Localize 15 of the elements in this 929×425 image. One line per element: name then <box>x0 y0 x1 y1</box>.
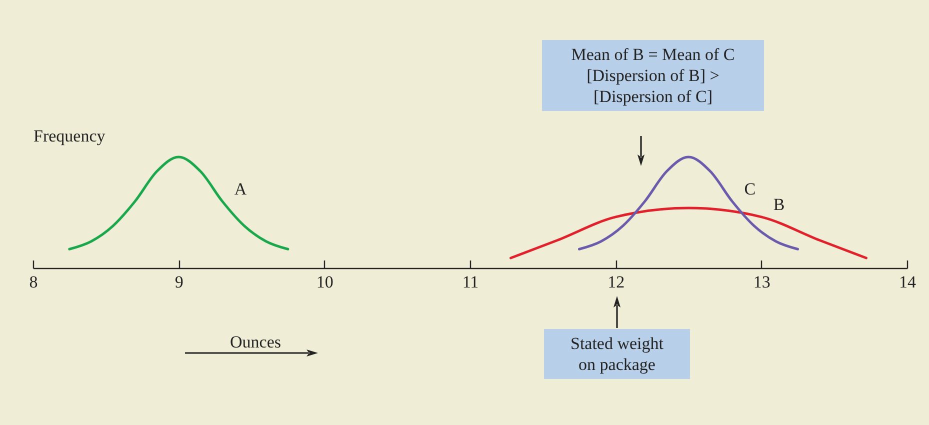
x-tick-label: 10 <box>316 272 334 292</box>
series-label: C <box>744 179 756 198</box>
x-axis-title: Ounces <box>230 332 281 352</box>
x-tick-label: 12 <box>608 272 625 292</box>
series-label: B <box>773 194 785 214</box>
text: Mean of B = Mean of C <box>570 44 736 65</box>
text: Stated weight on package <box>569 333 664 375</box>
x-tick-label: 11 <box>462 272 479 292</box>
x-tick-label: 13 <box>753 272 770 292</box>
series-label: A <box>234 179 248 198</box>
x-tick-label: 9 <box>174 272 184 292</box>
x-tick-label: 8 <box>29 272 38 292</box>
y-axis-title: Frequency <box>34 126 106 146</box>
x-tick-label: 14 <box>899 272 916 292</box>
text: [Dispersion of B] > [Dispersion of C] <box>586 65 720 107</box>
